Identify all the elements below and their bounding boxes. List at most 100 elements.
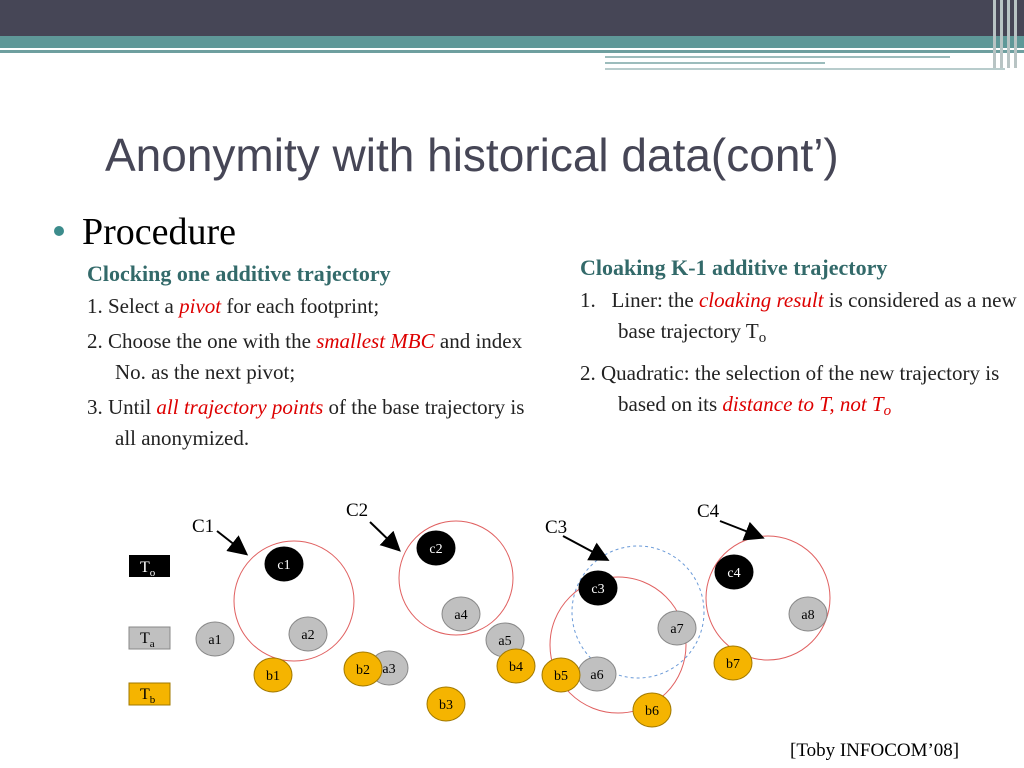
legend-tb-box — [128, 682, 171, 706]
point-a7: a7 — [657, 610, 697, 646]
callout-arrow-c1 — [216, 530, 249, 556]
step-3-text: 3. Until — [87, 395, 157, 419]
decor-stripe — [605, 56, 950, 58]
callout-arrow-c2 — [369, 521, 401, 552]
callout-arrow-c3 — [562, 535, 610, 561]
legend-to: To — [129, 555, 170, 579]
legend-to-box — [129, 555, 170, 577]
legend-to-label: To — [140, 559, 156, 579]
point-c1-label: c1 — [277, 558, 290, 573]
left-heading: Clocking one additive trajectory — [87, 261, 391, 286]
point-a4-label: a4 — [454, 608, 467, 623]
point-a8-marker — [788, 596, 828, 632]
point-b6-label: b6 — [645, 704, 659, 719]
point-a7-marker — [657, 610, 697, 646]
point-c2-marker — [416, 530, 456, 566]
point-b1-marker — [253, 657, 293, 693]
step-1: 1. Select a pivot for each footprint; — [87, 291, 547, 322]
cloak-circle-3-dashed — [571, 545, 705, 679]
legend-to-letter: T — [140, 559, 150, 576]
teal-banner — [0, 36, 1024, 48]
point-b3: b3 — [426, 686, 466, 722]
point-c3-marker — [578, 570, 618, 606]
point-b2-label: b2 — [356, 663, 370, 678]
decor-vstripe — [1014, 0, 1017, 68]
legend-ta-label: Ta — [140, 630, 155, 650]
decor-vstripe — [1007, 0, 1010, 68]
point-b7-label: b7 — [726, 657, 740, 672]
step-3-emphasis: all trajectory points — [156, 395, 324, 419]
right-column: Cloaking K-1 additive trajectory 1. Line… — [580, 252, 1020, 431]
item-1-text-end: is considered as a new base trajectory T — [618, 288, 1017, 343]
step-2-text-end: and index No. as the next pivot; — [115, 329, 523, 384]
point-b3-label: b3 — [439, 698, 453, 713]
point-b7: b7 — [713, 645, 753, 681]
callout-arrow-c4 — [719, 520, 765, 541]
step-1-emphasis: pivot — [179, 294, 222, 318]
point-b4-label: b4 — [509, 660, 523, 675]
item-1-subscript: o — [758, 330, 767, 346]
decor-vstripe — [1000, 0, 1003, 68]
item-1-number: 1. — [580, 288, 596, 312]
decor-stripe — [605, 68, 1005, 70]
point-c4-label: c4 — [727, 566, 740, 581]
citation: [Toby INFOCOM’08] — [790, 740, 960, 761]
point-a1-label: a1 — [208, 633, 221, 648]
point-c3-label: c3 — [591, 582, 604, 597]
step-1-text: 1. Select a — [87, 294, 180, 318]
point-b6-marker — [632, 692, 672, 728]
point-b5: b5 — [541, 657, 581, 693]
left-column: Clocking one additive trajectory 1. Sele… — [87, 258, 547, 458]
legend-tb-label: Tb — [140, 686, 156, 706]
point-b4-marker — [496, 648, 536, 684]
item-1-text: Liner: the — [611, 288, 699, 312]
callout-c4: C4 — [697, 501, 720, 522]
cloak-circle-4 — [705, 535, 831, 661]
callout-c3: C3 — [545, 517, 567, 538]
point-b2: b2 — [343, 651, 383, 687]
step-1-text-end: for each footprint; — [221, 294, 380, 318]
point-b5-label: b5 — [554, 669, 568, 684]
bullet-procedure: Procedure — [82, 211, 237, 253]
point-a6: a6 — [577, 656, 617, 692]
item-2-text: 2. Quadratic: the selection of the new t… — [580, 361, 1000, 416]
decor-stripe — [605, 62, 825, 64]
point-c4: c4 — [714, 554, 754, 590]
cloak-circle-1 — [233, 540, 355, 662]
point-c1: c1 — [264, 546, 304, 582]
cloak-circle-3 — [549, 576, 687, 714]
cloak-circle-2 — [398, 520, 514, 636]
point-a5: a5 — [485, 622, 525, 658]
callout-c1: C1 — [192, 516, 214, 537]
decor-vstripe — [993, 0, 996, 68]
bullet-icon — [54, 226, 64, 236]
point-a2-marker — [288, 616, 328, 652]
item-1-emphasis: cloaking result — [698, 288, 824, 312]
point-a2-label: a2 — [301, 628, 314, 643]
right-heading: Cloaking K-1 additive trajectory — [580, 255, 888, 280]
slide-title: Anonymity with historical data(cont’) — [105, 129, 839, 181]
legend-to-sub: o — [150, 567, 156, 579]
item-2-subscript: o — [883, 403, 892, 419]
point-a5-label: a5 — [498, 634, 511, 649]
point-a8-label: a8 — [801, 608, 814, 623]
legend-ta-letter: T — [140, 630, 150, 647]
point-b4: b4 — [496, 648, 536, 684]
item-1: 1. Liner: the cloaking result is conside… — [580, 285, 1020, 354]
step-2-text: 2. Choose the one with the — [87, 329, 317, 353]
point-a7-label: a7 — [670, 622, 683, 637]
point-c2: c2 — [416, 530, 456, 566]
legend-ta-sub: a — [150, 638, 155, 650]
point-a2: a2 — [288, 616, 328, 652]
legend-tb-letter: T — [140, 686, 150, 703]
step-3: 3. Until all trajectory points of the ba… — [87, 392, 547, 454]
point-b7-marker — [713, 645, 753, 681]
point-a1: a1 — [195, 621, 235, 657]
point-b3-marker — [426, 686, 466, 722]
legend-tb-sub: b — [150, 694, 156, 706]
item-2-emphasis-text: distance to T, not T — [722, 392, 884, 416]
top-banner — [0, 0, 1024, 36]
decor-stripe — [0, 50, 1024, 53]
trajectory-diagram: C1 C2 C3 C4 To Ta Tb a1 a2 a3 a4 a5 a6 a7 a8 c1 c… — [128, 500, 831, 728]
legend-ta-box — [128, 626, 171, 650]
